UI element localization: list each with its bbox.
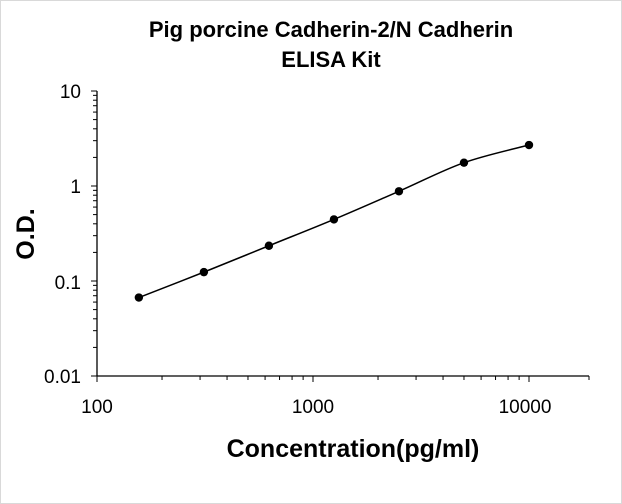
data-point [524, 140, 534, 150]
data-point [199, 267, 209, 277]
y-tick-label-1: 1 [70, 177, 81, 198]
x-axis-title: Concentration(pg/ml) [227, 435, 480, 463]
y-ticks [91, 90, 97, 377]
x-tick-label-10000: 10000 [499, 397, 552, 418]
chart-title-line-1: Pig porcine Cadherin-2/N Cadherin [149, 17, 513, 42]
y-tick-label-0-01: 0.01 [44, 367, 81, 388]
y-tick-label-10: 10 [60, 82, 81, 103]
data-point [264, 241, 274, 250]
data-point [134, 293, 144, 302]
x-ticks [96, 376, 590, 382]
data-point [329, 215, 339, 224]
x-tick-label-100: 100 [81, 397, 113, 418]
y-tick-label-0-1: 0.1 [55, 273, 81, 294]
chart-title-line-2: ELISA Kit [281, 47, 381, 72]
data-point [459, 158, 469, 167]
y-axis-title: O.D. [12, 208, 40, 259]
data-point [394, 187, 404, 196]
data-points-layer [134, 140, 534, 302]
x-tick-label-1000: 1000 [292, 397, 334, 418]
